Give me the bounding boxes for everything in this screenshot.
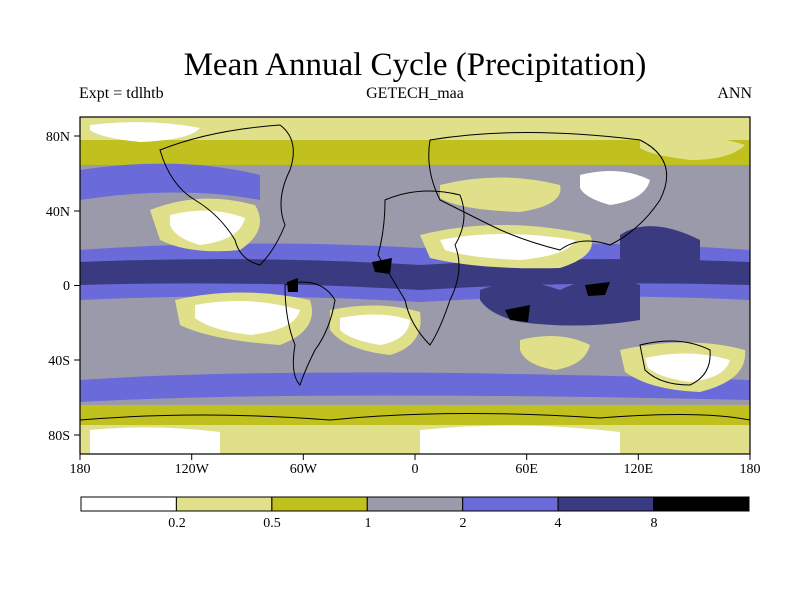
x-tick-label: 180 <box>740 462 761 477</box>
y-tick-label: 80S <box>48 429 70 444</box>
x-tick-label: 180 <box>70 462 91 477</box>
map-title: Mean Annual Cycle (Precipitation) <box>183 47 647 83</box>
dataset-label: GETECH_maa <box>366 85 464 102</box>
period-label: ANN <box>717 85 752 102</box>
x-tick-label: 120E <box>624 462 654 477</box>
legend-label: 8 <box>651 516 658 531</box>
x-tick-label: 0 <box>412 462 419 477</box>
experiment-label: Expt = tdlhtb <box>79 85 164 102</box>
x-tick-label: 60E <box>515 462 538 477</box>
y-tick-label: 80N <box>46 130 70 145</box>
legend-labels: 0.2 0.5 1 2 4 8 <box>168 516 657 531</box>
legend-label: 0.5 <box>263 516 281 531</box>
y-tick-label: 40S <box>48 354 70 369</box>
axis-ticks <box>74 135 751 460</box>
legend-swatch <box>271 496 368 512</box>
legend-swatch <box>653 496 750 512</box>
y-axis-labels: 80N 40N 0 40S 80S <box>46 130 70 444</box>
coastlines <box>80 124 750 421</box>
y-tick-label: 40N <box>46 205 70 220</box>
x-tick-label: 120W <box>175 462 210 477</box>
legend-label: 2 <box>460 516 467 531</box>
legend-swatch <box>366 496 464 512</box>
legend-swatches <box>80 496 750 512</box>
legend-label: 1 <box>365 516 372 531</box>
legend-swatch <box>557 496 654 512</box>
legend-label: 0.2 <box>168 516 186 531</box>
legend-swatch <box>462 496 559 512</box>
y-tick-label: 0 <box>63 279 70 294</box>
legend-label: 4 <box>555 516 562 531</box>
precipitation-field <box>80 117 750 454</box>
legend-swatch <box>80 496 177 512</box>
legend-swatch <box>175 496 273 512</box>
x-tick-label: 60W <box>290 462 318 477</box>
x-axis-labels: 180 120W 60W 0 60E 120E 180 <box>70 462 761 477</box>
